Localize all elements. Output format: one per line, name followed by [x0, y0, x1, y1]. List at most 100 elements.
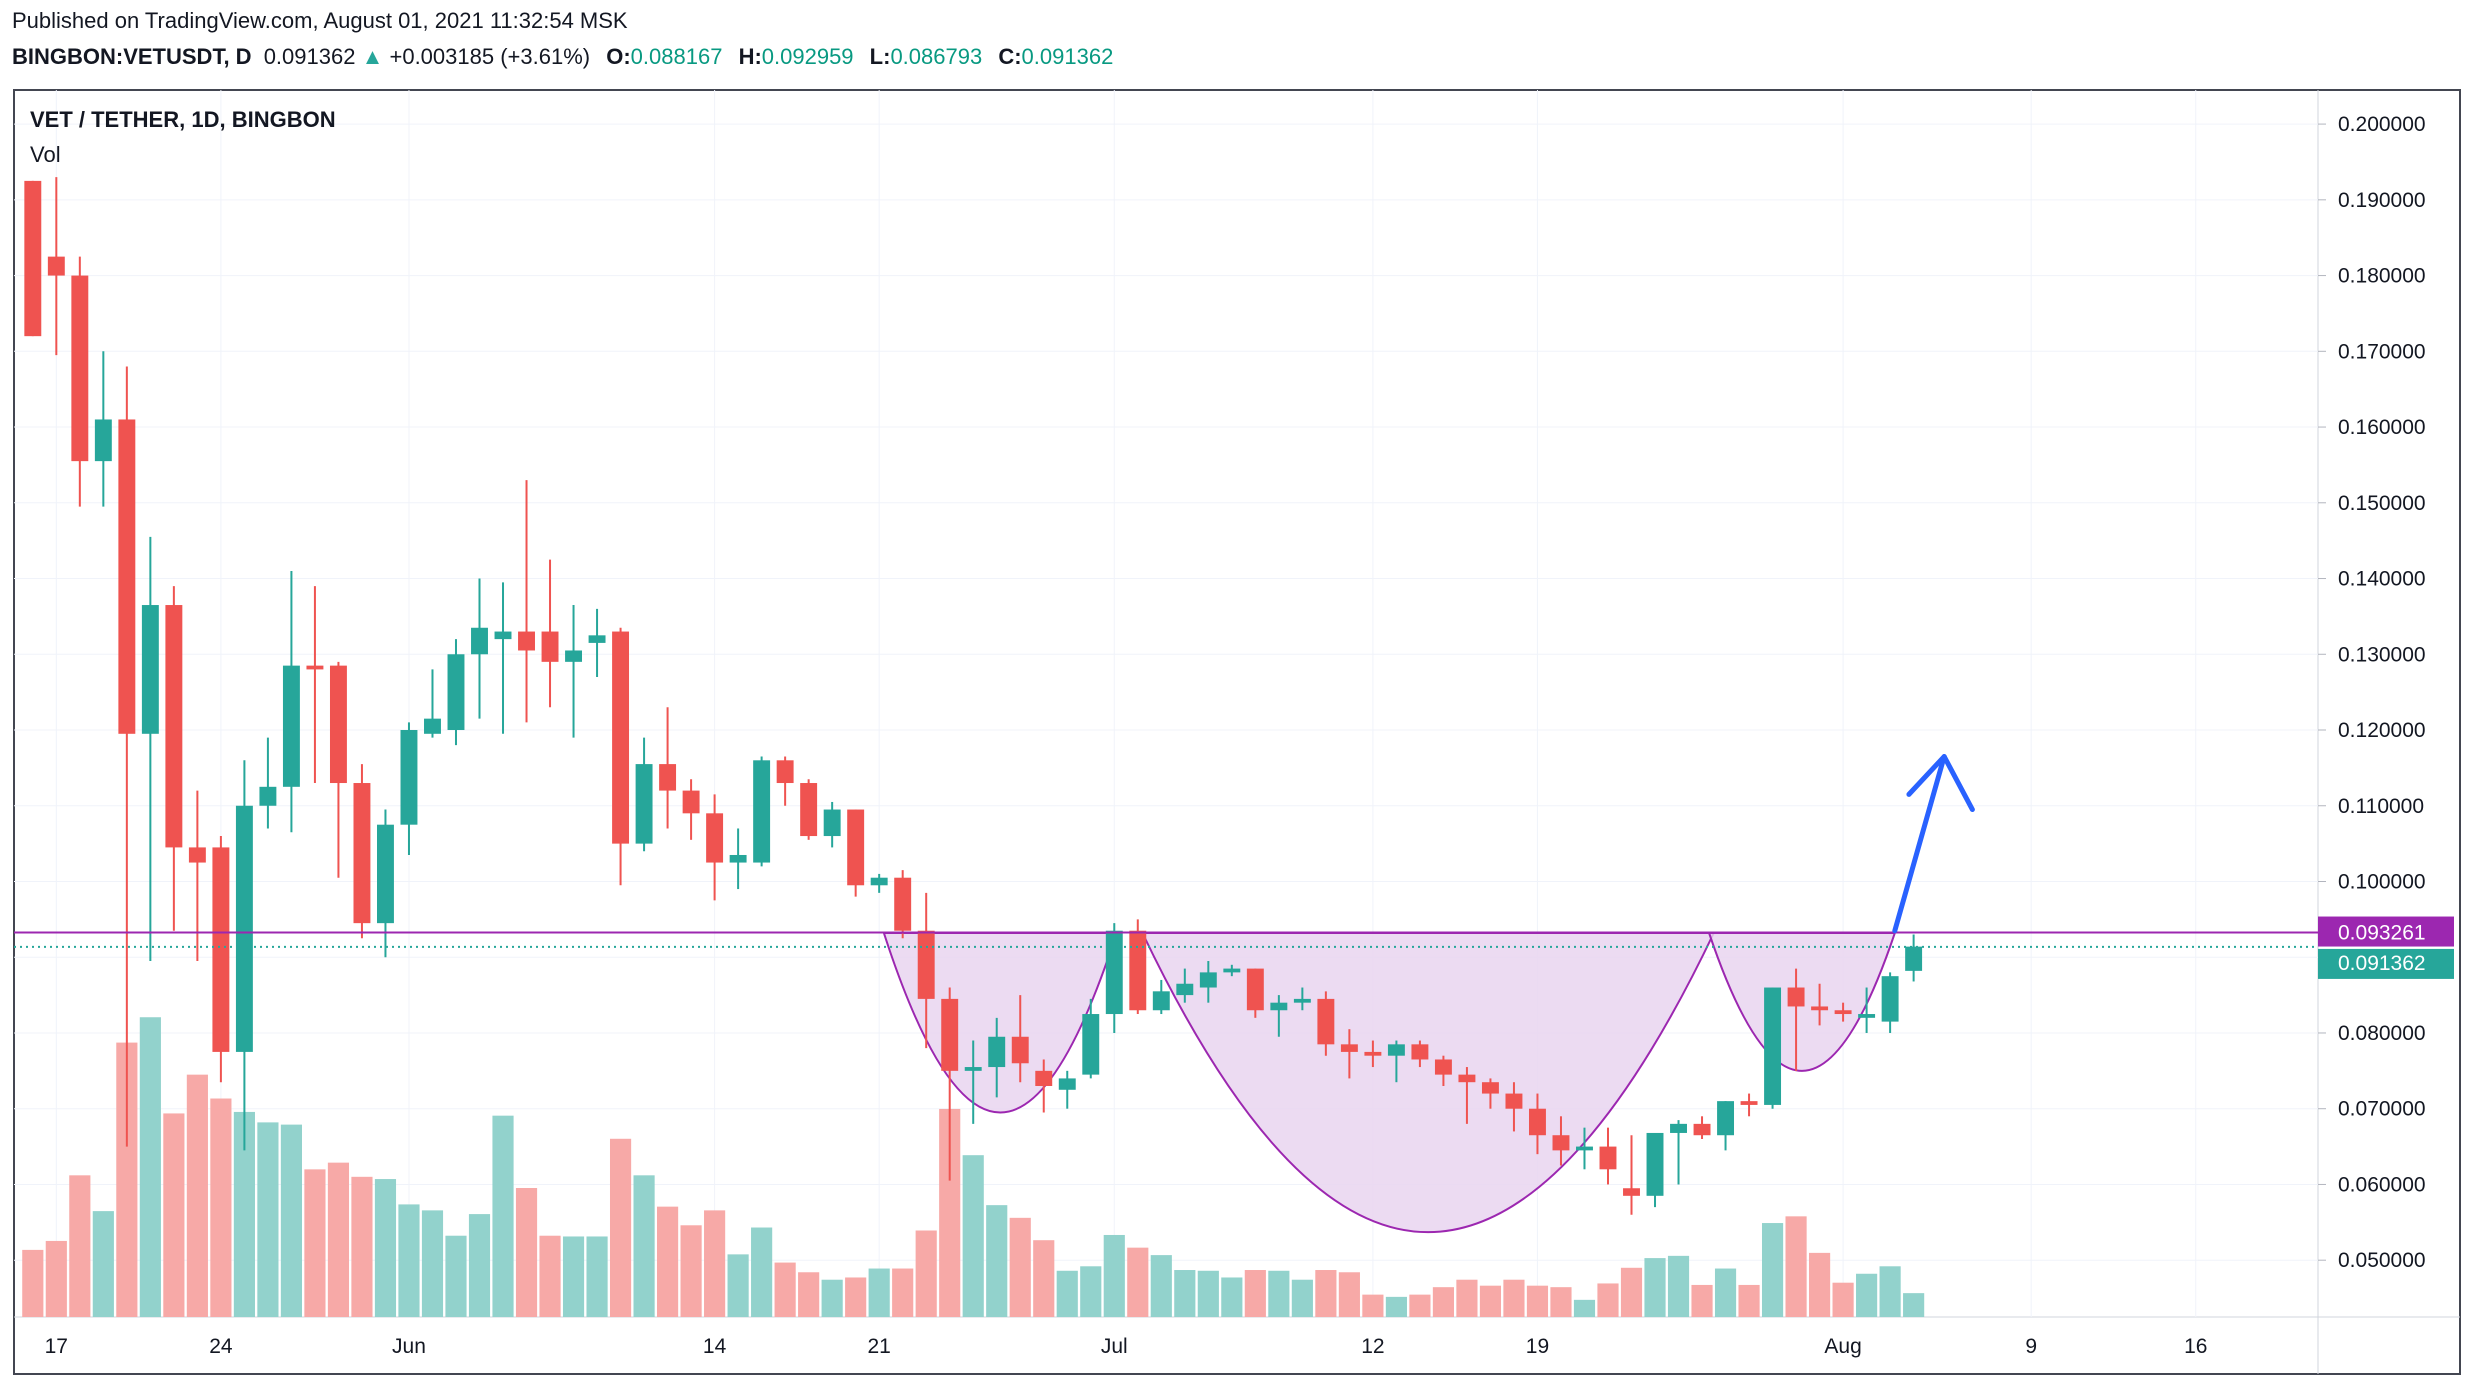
projection-arrow: [1892, 754, 1975, 934]
candle-body: [847, 809, 865, 886]
volume-bar: [1809, 1252, 1831, 1317]
candle-body: [894, 877, 912, 931]
volume-bar: [163, 1113, 185, 1317]
price-tick-label: 0.120000: [2338, 719, 2426, 742]
candle-body: [706, 813, 724, 863]
candle-body: [588, 635, 606, 643]
volume-bar: [1103, 1234, 1125, 1317]
volume-bar: [751, 1227, 773, 1317]
candle-body: [1646, 1132, 1664, 1196]
volume-bar: [1150, 1255, 1172, 1317]
volume-bar: [116, 1042, 138, 1317]
volume-bar: [69, 1175, 91, 1317]
candle-body: [870, 877, 888, 886]
volume-bar: [939, 1108, 961, 1317]
price-tick-label: 0.060000: [2338, 1173, 2426, 1196]
price-tick-label: 0.150000: [2338, 492, 2426, 515]
candle-body: [447, 654, 465, 731]
candle-body: [1105, 930, 1123, 1015]
volume-bar: [962, 1155, 984, 1317]
time-tick-label: Jun: [392, 1335, 426, 1358]
candle-body: [1552, 1135, 1570, 1151]
candle-body: [988, 1036, 1006, 1068]
published-caption: Published on TradingView.com, August 01,…: [12, 8, 628, 33]
price-tick-label: 0.100000: [2338, 870, 2426, 893]
candle-body: [1387, 1044, 1405, 1056]
candle-body: [1717, 1101, 1735, 1136]
candle-body: [376, 824, 394, 924]
symbol-name: BINGBON:VETUSDT, D: [12, 44, 252, 69]
volume-bar: [210, 1098, 232, 1317]
candle-body: [1035, 1070, 1053, 1086]
volume-bar: [421, 1210, 444, 1317]
volume-bar: [1033, 1240, 1055, 1317]
volume-bar: [45, 1240, 67, 1317]
candle-body: [141, 605, 159, 734]
time-tick-label: 14: [703, 1335, 727, 1358]
volume-bar: [868, 1268, 890, 1317]
high-value: 0.092959: [761, 44, 854, 69]
candle-body: [471, 627, 488, 655]
candle-body: [1270, 1002, 1288, 1011]
candle-body: [282, 665, 300, 787]
price-change: +0.003185 (+3.61%): [389, 44, 591, 69]
volume-bar: [1620, 1267, 1643, 1317]
up-triangle-icon: ▲: [361, 44, 384, 69]
candle-body: [1411, 1044, 1429, 1060]
open-value: 0.088167: [630, 44, 723, 69]
volume-bar: [1315, 1270, 1337, 1317]
price-tick-label: 0.070000: [2338, 1098, 2426, 1121]
close-value: 0.091362: [1021, 44, 1114, 69]
candle-body: [424, 718, 441, 734]
candle-body: [1811, 1006, 1829, 1011]
candle-body: [964, 1067, 982, 1071]
volume-bar: [139, 1017, 161, 1317]
volume-bar: [727, 1254, 749, 1317]
volume-bar: [1127, 1247, 1149, 1317]
price-lines: [14, 931, 2318, 948]
last-price: 0.091362: [263, 44, 356, 69]
volume-bar: [1503, 1279, 1525, 1317]
candle-body: [1670, 1123, 1687, 1133]
volume-bar: [1597, 1283, 1619, 1317]
pane-title: VET / TETHER, 1D, BINGBON: [30, 107, 336, 132]
candle-body: [1058, 1078, 1076, 1090]
candle-body: [1011, 1036, 1029, 1064]
volume-bar: [1785, 1216, 1807, 1317]
candle-body: [1905, 946, 1923, 971]
candle-body: [635, 764, 653, 844]
volume-bar: [374, 1179, 397, 1317]
candle-body: [353, 783, 371, 924]
volume-bar: [1667, 1255, 1690, 1317]
candle-body: [682, 790, 700, 814]
low-value: 0.086793: [890, 44, 983, 69]
candle-body: [1458, 1074, 1476, 1083]
volume-bar: [1573, 1299, 1596, 1317]
candle-body: [47, 256, 65, 276]
volume-bar: [562, 1236, 585, 1317]
high-label: H:: [738, 44, 762, 69]
price-tick-label: 0.130000: [2338, 643, 2426, 666]
price-axis[interactable]: 0.200000 0.190000 0.180000 0.170000 0.160000…: [2318, 113, 2454, 1272]
candle-body: [1293, 998, 1311, 1003]
candle-body: [753, 760, 771, 863]
volume-bars: [22, 1017, 1925, 1317]
price-tick-label: 0.050000: [2338, 1249, 2426, 1272]
time-axis[interactable]: 17 24 Jun 14 21 Jul 12 19 Aug 9 16: [45, 1335, 2208, 1358]
candle-body: [612, 631, 630, 844]
volume-bar: [468, 1214, 491, 1317]
candle-body: [1340, 1044, 1358, 1052]
time-tick-label: 24: [209, 1335, 233, 1358]
candle-body: [94, 419, 112, 462]
volume-bar: [22, 1249, 44, 1317]
candle-body: [1317, 998, 1335, 1045]
volume-bar: [892, 1268, 914, 1317]
candle-body: [518, 631, 535, 651]
volume-bar: [304, 1169, 326, 1317]
price-tick-label: 0.140000: [2338, 568, 2426, 591]
time-tick-label: 12: [1361, 1335, 1384, 1358]
candle-body: [1246, 968, 1264, 1011]
candle-body: [1881, 976, 1899, 1022]
time-tick-label: 16: [2184, 1335, 2207, 1358]
